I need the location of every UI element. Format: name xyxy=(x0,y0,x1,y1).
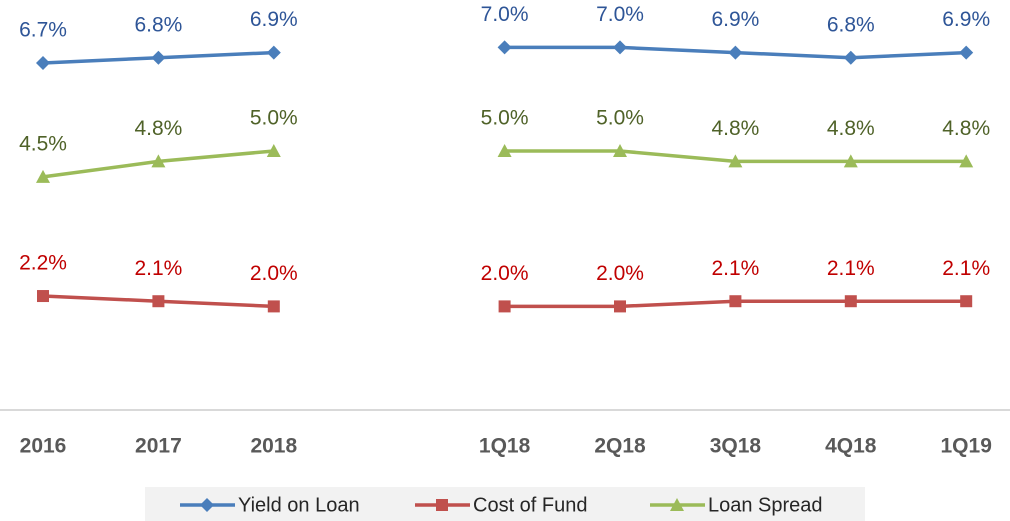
data-label: 7.0% xyxy=(481,3,529,26)
data-point xyxy=(151,50,166,65)
data-point xyxy=(37,290,49,303)
legend-marker xyxy=(670,498,684,511)
data-label: 2.1% xyxy=(827,257,875,280)
data-label: 4.8% xyxy=(942,117,990,140)
data-label: 2.0% xyxy=(250,262,298,285)
data-label: 7.0% xyxy=(596,3,644,26)
legend-marker xyxy=(200,498,214,512)
data-point xyxy=(843,50,858,65)
data-label: 2.2% xyxy=(19,252,67,275)
data-point xyxy=(960,295,973,308)
data-label: 6.8% xyxy=(134,13,182,36)
data-label: 6.9% xyxy=(942,8,990,31)
data-point xyxy=(728,154,743,168)
data-label: 4.5% xyxy=(19,132,67,155)
legend-label: Cost of Fund xyxy=(473,494,588,516)
x-tick-label: 2016 xyxy=(20,435,67,458)
legend-label: Loan Spread xyxy=(708,494,823,516)
data-label: 6.8% xyxy=(827,13,875,36)
data-label: 4.8% xyxy=(827,117,875,140)
data-point xyxy=(498,300,511,313)
data-point xyxy=(266,144,281,157)
data-label: 4.8% xyxy=(711,117,759,140)
legend-marker xyxy=(436,499,448,511)
x-tick-label: 1Q19 xyxy=(941,435,992,458)
data-label: 2.1% xyxy=(942,257,990,280)
data-label: 4.8% xyxy=(134,117,182,140)
x-tick-label: 4Q18 xyxy=(825,435,877,458)
data-point xyxy=(36,169,50,183)
data-point xyxy=(729,295,742,308)
data-point xyxy=(152,295,165,308)
data-point xyxy=(36,55,50,70)
x-tick-label: 3Q18 xyxy=(710,435,762,458)
data-point xyxy=(613,40,627,55)
x-tick-label: 2017 xyxy=(135,435,182,458)
x-tick-label: 2Q18 xyxy=(594,435,646,458)
data-point xyxy=(959,45,974,60)
data-point xyxy=(151,154,166,168)
data-label: 6.7% xyxy=(19,18,67,41)
legend-box xyxy=(145,487,865,521)
data-label: 2.0% xyxy=(481,262,529,285)
x-tick-label: 1Q18 xyxy=(479,435,531,458)
data-point xyxy=(497,40,512,55)
data-label: 5.0% xyxy=(250,107,298,130)
data-point xyxy=(614,300,626,313)
data-label: 5.0% xyxy=(481,107,529,130)
data-point xyxy=(267,300,280,313)
x-tick-label: 2018 xyxy=(250,435,297,458)
data-point xyxy=(843,154,858,168)
data-point xyxy=(959,154,974,168)
data-label: 6.9% xyxy=(711,8,759,31)
data-label: 5.0% xyxy=(596,107,644,130)
data-point xyxy=(497,144,512,157)
data-label: 2.1% xyxy=(711,257,759,280)
data-label: 6.9% xyxy=(250,8,298,31)
data-point xyxy=(728,45,743,60)
data-point xyxy=(266,45,281,60)
data-label: 2.1% xyxy=(134,257,182,280)
legend-label: Yield on Loan xyxy=(238,494,360,516)
data-point xyxy=(844,295,857,308)
data-point xyxy=(613,144,627,157)
data-label: 2.0% xyxy=(596,262,644,285)
